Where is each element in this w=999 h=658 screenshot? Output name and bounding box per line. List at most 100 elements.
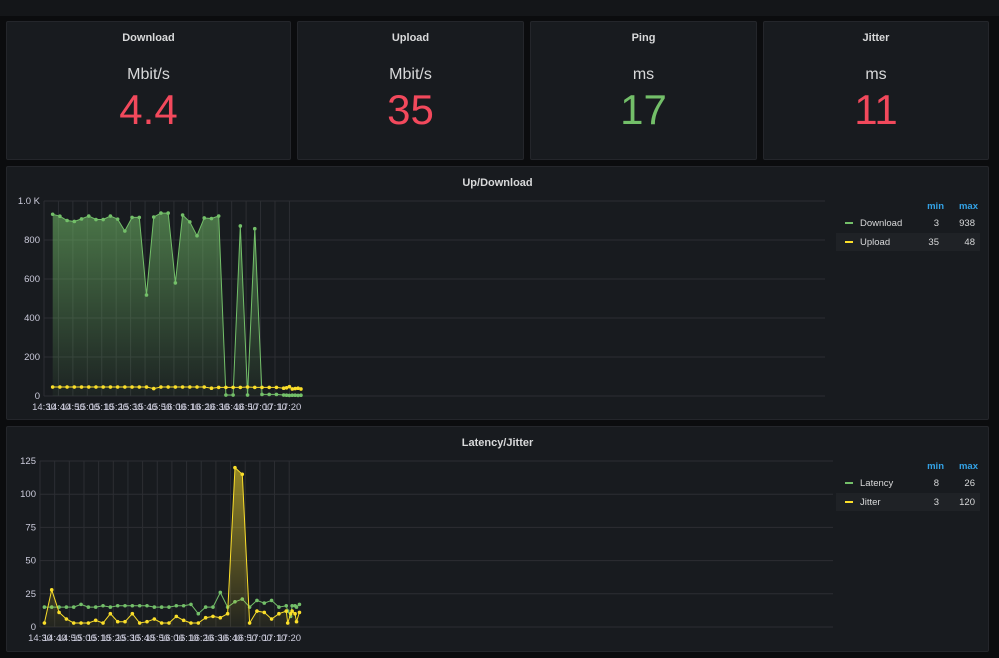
panel-title[interactable]: Ping (631, 32, 656, 44)
data-point-download[interactable] (188, 220, 192, 224)
data-point-upload[interactable] (137, 385, 142, 389)
data-point-latency[interactable] (196, 611, 201, 616)
data-point-upload[interactable] (79, 385, 84, 389)
data-point-jitter[interactable] (196, 621, 201, 625)
data-point-upload[interactable] (252, 385, 257, 390)
data-point-latency[interactable] (211, 605, 215, 609)
data-point-latency[interactable] (297, 602, 302, 607)
data-point-jitter[interactable] (159, 621, 164, 625)
data-point-download[interactable] (159, 211, 163, 215)
data-point-upload[interactable] (274, 385, 279, 390)
data-point-latency[interactable] (79, 602, 83, 607)
data-point-jitter[interactable] (130, 611, 135, 616)
data-point-latency[interactable] (71, 605, 76, 609)
data-point-upload[interactable] (293, 386, 297, 391)
data-point-upload[interactable] (180, 385, 185, 389)
data-point-latency[interactable] (203, 605, 208, 609)
legend-item-download[interactable]: Download 3 938 (836, 214, 980, 232)
data-point-upload[interactable] (65, 385, 69, 389)
data-point-upload[interactable] (159, 385, 163, 389)
data-point-upload[interactable] (260, 385, 264, 390)
legend-item-jitter[interactable]: Jitter 3 120 (836, 493, 980, 511)
legend-max-header[interactable]: max (958, 201, 978, 212)
data-point-latency[interactable] (181, 603, 186, 608)
data-point-jitter[interactable] (86, 621, 91, 625)
legend-min-header[interactable]: min (927, 461, 944, 472)
data-point-upload[interactable] (216, 385, 221, 390)
data-point-download[interactable] (65, 218, 69, 223)
data-point-upload[interactable] (238, 385, 243, 390)
data-point-upload[interactable] (267, 385, 272, 390)
data-point-latency[interactable] (174, 603, 179, 608)
latency-jitter-chart[interactable]: 025507510012514:3014:4014:5015:0015:1015… (7, 427, 837, 651)
data-point-download[interactable] (58, 214, 62, 219)
data-point-jitter[interactable] (225, 611, 230, 616)
data-point-jitter[interactable] (247, 621, 252, 625)
data-point-jitter[interactable] (277, 611, 281, 616)
data-point-download[interactable] (281, 393, 286, 397)
data-point-download[interactable] (94, 217, 98, 222)
data-point-jitter[interactable] (123, 619, 127, 624)
data-point-latency[interactable] (159, 605, 164, 609)
data-point-jitter[interactable] (64, 617, 69, 621)
data-point-jitter[interactable] (145, 619, 149, 624)
legend-item-upload[interactable]: Upload 35 48 (836, 233, 980, 251)
data-point-latency[interactable] (152, 605, 157, 609)
data-point-download[interactable] (202, 216, 207, 220)
data-point-upload[interactable] (166, 385, 170, 389)
data-point-jitter[interactable] (294, 619, 299, 624)
data-point-latency[interactable] (115, 603, 120, 608)
data-point-latency[interactable] (123, 603, 127, 608)
data-point-download[interactable] (130, 215, 134, 220)
data-point-download[interactable] (260, 392, 264, 397)
data-point-latency[interactable] (93, 605, 98, 609)
panel-title[interactable]: Up/Download (462, 177, 533, 189)
data-point-jitter[interactable] (79, 621, 83, 625)
data-point-latency[interactable] (108, 605, 113, 609)
data-point-download[interactable] (108, 214, 113, 218)
panel-title[interactable]: Jitter (862, 32, 890, 44)
series-line-latency[interactable] (44, 591, 300, 618)
data-point-jitter[interactable] (269, 617, 274, 621)
data-point-download[interactable] (115, 217, 120, 221)
data-point-jitter[interactable] (293, 611, 297, 616)
data-point-download[interactable] (238, 224, 243, 228)
data-point-jitter[interactable] (115, 619, 120, 624)
legend-series-name[interactable]: Jitter (860, 497, 881, 508)
data-point-upload[interactable] (101, 385, 105, 389)
data-point-jitter[interactable] (42, 621, 47, 625)
stat-panel-download[interactable]: Download Mbit/s 4.4 (6, 21, 291, 160)
data-point-latency[interactable] (130, 603, 135, 608)
panel-title[interactable]: Upload (391, 32, 430, 44)
data-point-latency[interactable] (255, 598, 259, 603)
data-point-jitter[interactable] (218, 615, 223, 620)
data-point-jitter[interactable] (297, 610, 302, 615)
data-point-upload[interactable] (231, 385, 235, 390)
data-point-download[interactable] (144, 293, 149, 297)
stat-panel-jitter[interactable]: Jitter ms 11 (763, 21, 989, 160)
data-point-download[interactable] (195, 233, 199, 238)
data-point-download[interactable] (123, 229, 127, 233)
data-point-download[interactable] (79, 217, 84, 221)
data-point-download[interactable] (287, 393, 292, 398)
data-point-jitter[interactable] (152, 617, 157, 621)
data-point-latency[interactable] (86, 605, 91, 609)
data-point-download[interactable] (299, 393, 303, 398)
data-point-jitter[interactable] (189, 621, 193, 625)
data-point-download[interactable] (216, 214, 221, 218)
data-point-jitter[interactable] (288, 611, 293, 616)
data-point-upload[interactable] (209, 386, 214, 390)
data-point-jitter[interactable] (262, 610, 267, 615)
data-point-latency[interactable] (167, 605, 171, 609)
data-point-download[interactable] (209, 216, 214, 221)
data-point-latency[interactable] (64, 605, 69, 609)
data-point-latency[interactable] (137, 603, 142, 608)
data-point-latency[interactable] (262, 601, 267, 605)
data-point-latency[interactable] (284, 603, 289, 608)
data-point-jitter[interactable] (167, 621, 171, 625)
legend-min-header[interactable]: min (927, 201, 944, 212)
data-point-jitter[interactable] (284, 609, 289, 613)
data-point-upload[interactable] (224, 385, 228, 390)
panel-title[interactable]: Latency/Jitter (461, 437, 534, 449)
data-point-jitter[interactable] (240, 472, 245, 477)
